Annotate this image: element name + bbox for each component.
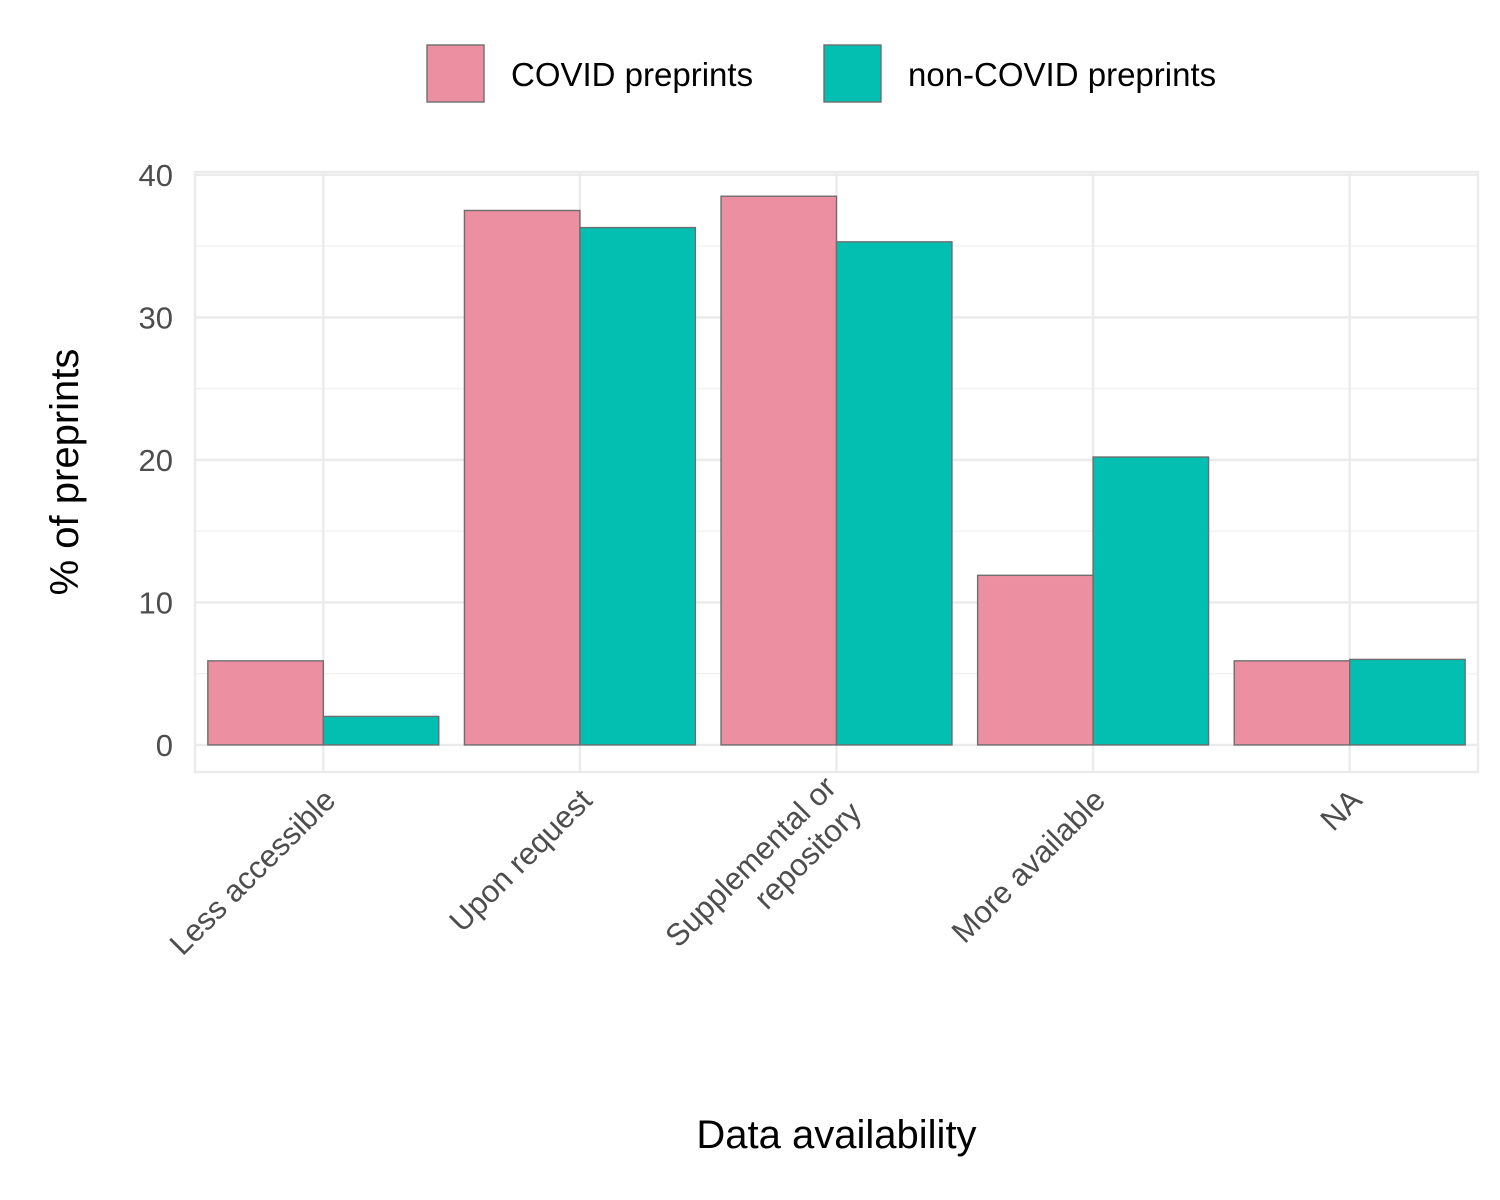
x-tick-label: NA (1313, 782, 1368, 837)
legend-label: COVID preprints (511, 56, 753, 93)
y-tick-label: 20 (139, 443, 173, 478)
bar-covid-1 (463, 209, 581, 746)
legend: COVID preprints non-COVID preprints (426, 44, 1216, 103)
legend-swatch (823, 44, 882, 103)
y-axis-ticks: 0 10 20 30 40 (139, 158, 173, 763)
bar-covid-0 (207, 660, 325, 746)
bar-non-covid-4 (1348, 658, 1466, 746)
bar-non-covid-3 (1092, 456, 1210, 746)
y-tick-label: 40 (139, 158, 173, 193)
x-tick-label: Upon request (442, 782, 599, 939)
bar-non-covid-0 (322, 715, 440, 746)
bar-non-covid-1 (579, 226, 697, 746)
bar-non-covid-2 (835, 241, 953, 746)
y-axis-title: % of preprints (43, 349, 87, 596)
x-tick-label: More available (945, 782, 1112, 949)
x-tick-label: Less accessible (163, 782, 342, 961)
y-tick-label: 0 (156, 728, 173, 763)
x-axis-ticks: Less accessible Upon request Supplemental … (163, 769, 1369, 979)
bar-covid-4 (1233, 660, 1351, 746)
bar-covid-2 (720, 195, 838, 746)
y-tick-label: 30 (139, 300, 173, 335)
panel-border (193, 170, 1480, 774)
bar-covid-3 (976, 574, 1094, 746)
legend-label: non-COVID preprints (908, 56, 1216, 93)
bars (207, 195, 1466, 746)
x-axis-title: Data availability (696, 1113, 976, 1157)
y-tick-label: 10 (139, 585, 173, 620)
legend-item-covid: COVID preprints (426, 44, 753, 103)
x-tick-label: Supplemental orrepository (658, 769, 868, 979)
legend-item-non-covid: non-COVID preprints (823, 44, 1216, 103)
legend-swatch (426, 44, 485, 103)
